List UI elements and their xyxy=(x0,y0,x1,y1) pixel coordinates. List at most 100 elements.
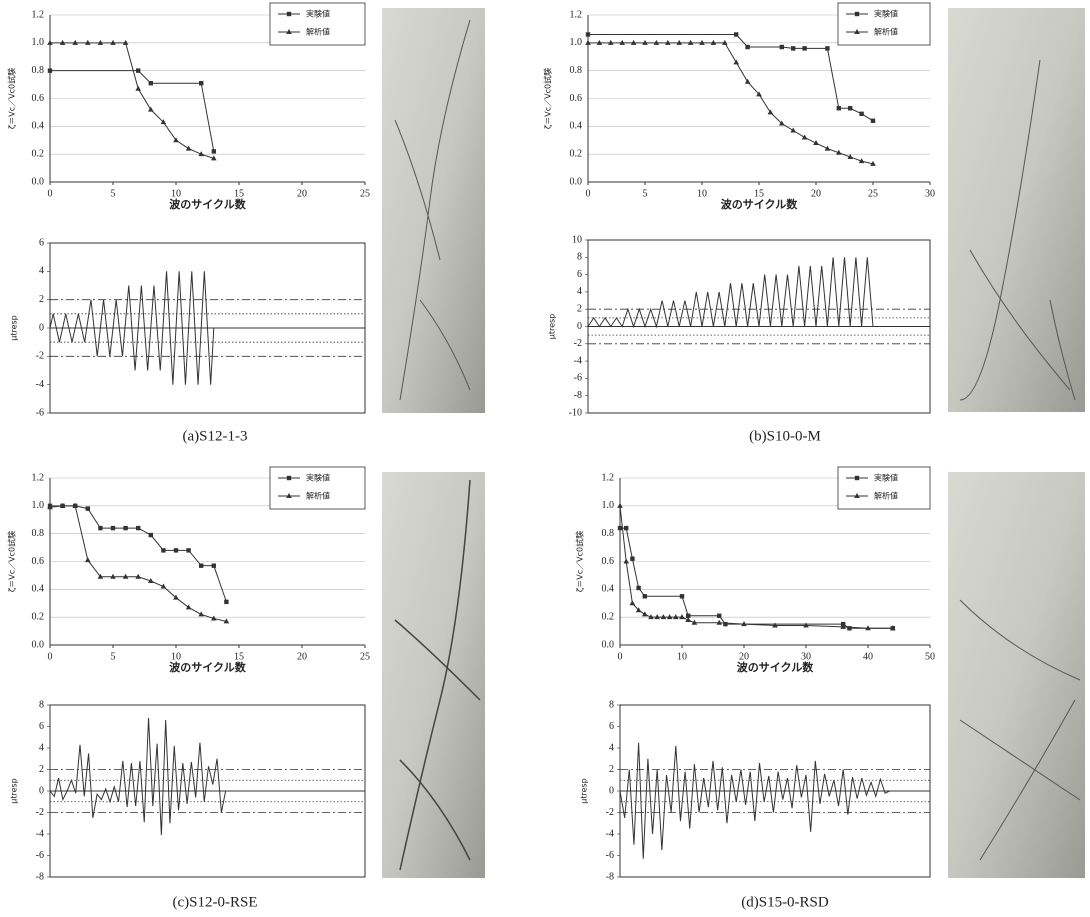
marker xyxy=(47,504,53,510)
y-tick-label: 0.2 xyxy=(32,148,45,159)
marker xyxy=(72,502,78,508)
x-tick-label: 20 xyxy=(739,651,749,662)
marker xyxy=(635,607,642,613)
y-tick-label: 0.8 xyxy=(32,65,45,76)
y-tick-label: -4 xyxy=(606,828,614,839)
x-tick-label: 10 xyxy=(697,188,707,199)
marker xyxy=(836,149,842,155)
y-tick-label: 1.2 xyxy=(570,9,583,20)
marker xyxy=(686,613,691,618)
marker xyxy=(666,614,673,620)
marker xyxy=(608,39,614,45)
marker xyxy=(673,614,679,620)
marker xyxy=(813,140,819,146)
y-tick-label: 0 xyxy=(577,321,582,332)
marker xyxy=(642,611,648,617)
specimen-photo xyxy=(382,8,485,413)
x-tick-label: 20 xyxy=(811,188,821,199)
y-tick-label: 1.0 xyxy=(32,37,45,48)
y-tick-label: -6 xyxy=(574,373,582,384)
y-tick-label: -2 xyxy=(606,807,614,818)
x-tick-label: 5 xyxy=(643,188,648,199)
legend-box xyxy=(837,2,931,46)
marker xyxy=(717,613,722,618)
marker xyxy=(173,548,179,553)
x-tick-label: 0 xyxy=(48,651,53,662)
marker xyxy=(596,39,603,45)
marker xyxy=(122,39,129,45)
marker xyxy=(585,32,591,37)
series-line xyxy=(49,717,227,836)
marker xyxy=(847,626,852,631)
x-tick-label: 10 xyxy=(171,188,181,199)
y-tick-label: 4 xyxy=(577,286,582,297)
x-tick-label: 40 xyxy=(863,651,873,662)
marker xyxy=(630,39,637,45)
y-tick-label: 0.4 xyxy=(32,121,45,132)
marker xyxy=(148,577,154,583)
marker xyxy=(136,68,141,73)
marker xyxy=(98,525,103,531)
series-line xyxy=(619,742,890,859)
marker xyxy=(745,44,750,50)
marker xyxy=(824,145,831,151)
marker xyxy=(148,106,154,112)
marker xyxy=(779,120,785,126)
marker xyxy=(148,532,153,538)
marker xyxy=(676,39,682,45)
marker xyxy=(685,616,691,622)
marker xyxy=(642,594,647,599)
marker xyxy=(211,155,217,161)
y-axis-label: ζ＝Vc／Vc0試験 xyxy=(575,531,585,592)
series-line xyxy=(587,257,874,329)
x-tick-label: 0 xyxy=(618,651,623,662)
marker xyxy=(85,557,91,563)
marker xyxy=(756,91,762,97)
marker xyxy=(854,475,860,481)
y-axis-label: ζ＝Vc／Vc0試験 xyxy=(543,68,553,129)
marker xyxy=(716,619,722,625)
marker xyxy=(211,149,216,154)
marker xyxy=(687,39,694,45)
x-tick-label: 20 xyxy=(297,651,307,662)
series-line xyxy=(49,271,215,385)
series-line xyxy=(588,42,874,165)
marker xyxy=(772,622,778,628)
marker xyxy=(734,32,739,37)
legend-label: 実験値 xyxy=(874,473,898,483)
y-tick-label: 0.4 xyxy=(32,584,45,595)
y-tick-label: 1.0 xyxy=(32,500,45,511)
y-tick-label: -2 xyxy=(574,338,582,349)
marker xyxy=(148,80,153,86)
y-tick-label: 0.0 xyxy=(602,639,615,650)
legend-label: 解析値 xyxy=(874,491,898,501)
y-tick-label: 0.4 xyxy=(570,121,583,132)
y-tick-label: -2 xyxy=(36,351,44,362)
y-tick-label: 0.6 xyxy=(602,556,615,567)
y-tick-label: -6 xyxy=(36,850,44,861)
marker xyxy=(779,44,784,50)
marker xyxy=(653,39,660,45)
caption: (d)S15-0-RSD xyxy=(741,894,829,910)
marker xyxy=(198,151,204,157)
y-tick-label: 0.0 xyxy=(32,639,45,650)
marker xyxy=(110,525,116,531)
x-tick-label: 5 xyxy=(111,188,116,199)
marker xyxy=(723,621,728,627)
marker xyxy=(870,160,876,166)
marker xyxy=(660,614,667,620)
marker xyxy=(859,111,864,117)
y-tick-label: 2 xyxy=(39,764,44,775)
marker xyxy=(854,493,860,498)
legend-box xyxy=(269,466,366,510)
marker xyxy=(211,563,216,568)
caption: (c)S12-0-RSE xyxy=(173,894,258,910)
marker xyxy=(47,39,53,45)
marker xyxy=(642,39,648,45)
legend-box xyxy=(837,466,931,510)
x-tick-label: 25 xyxy=(360,188,370,199)
y-tick-label: 4 xyxy=(609,742,614,753)
marker xyxy=(136,525,141,531)
y-tick-label: 0.2 xyxy=(32,611,45,622)
marker xyxy=(72,39,78,45)
